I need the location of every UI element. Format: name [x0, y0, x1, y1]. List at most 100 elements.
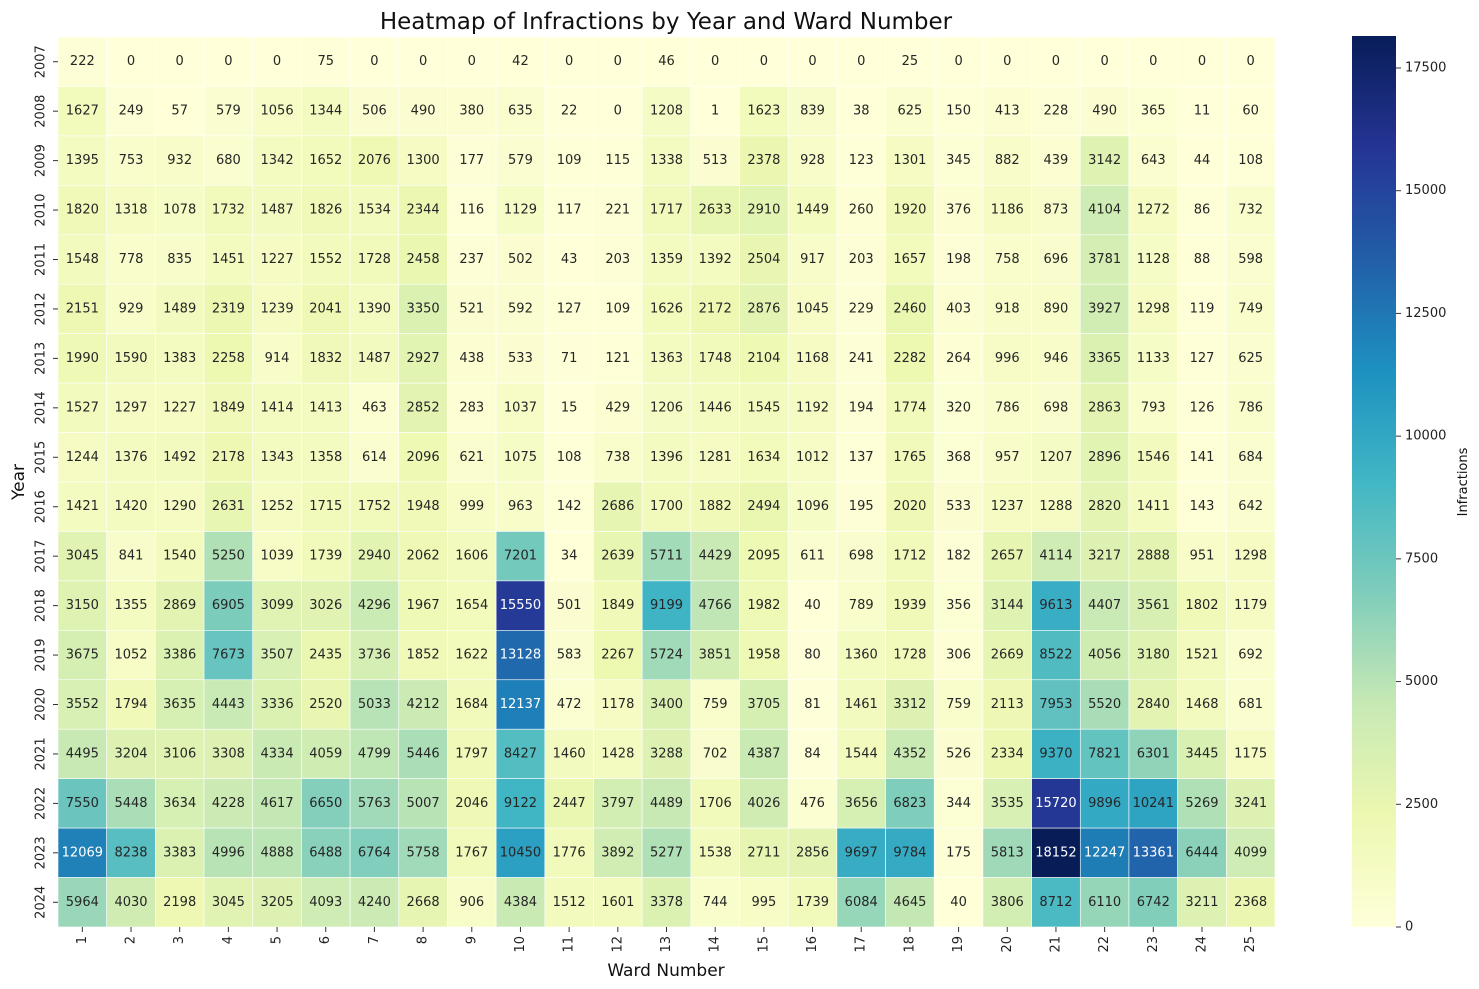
cell-value-label: 1272	[1137, 203, 1170, 218]
heatmap-cell	[349, 481, 400, 532]
cell-value-label: 1461	[845, 697, 878, 712]
cell-value-label: 84	[804, 746, 821, 761]
heatmap-cell	[885, 827, 935, 878]
heatmap-cell	[544, 333, 594, 384]
cell-value-label: 1395	[66, 153, 99, 168]
heatmap-cell	[641, 86, 692, 137]
heatmap-cell	[933, 630, 984, 681]
colorbar: 0 2500 5000 7500 10000 12500 15000 17500 Infract…	[1352, 36, 1471, 935]
cell-value-label: 9122	[504, 796, 537, 811]
cell-value-label: 4495	[66, 746, 99, 761]
cell-value-label: 439	[1044, 153, 1069, 168]
cell-value-label: 1376	[114, 450, 147, 465]
cell-value-label: 929	[119, 301, 144, 316]
heatmap-cell	[739, 580, 789, 631]
heatmap-cell	[155, 679, 205, 730]
heatmap-cell	[1079, 234, 1130, 285]
heatmap-cell	[398, 234, 448, 285]
heatmap-cell	[57, 36, 107, 87]
cell-value-label: 345	[946, 153, 971, 168]
cell-value-label: 5033	[358, 697, 391, 712]
cell-value-label: 1540	[163, 549, 196, 564]
heatmap-cell	[690, 432, 740, 483]
heatmap-cell	[106, 36, 156, 87]
cell-value-label: 1990	[66, 351, 99, 366]
cell-value-label: 1622	[455, 648, 488, 663]
heatmap-cell	[836, 135, 886, 186]
cell-value-label: 3445	[1185, 746, 1218, 761]
cell-value-label: 2378	[747, 153, 780, 168]
cell-value-label: 4384	[504, 895, 537, 910]
heatmap-cell	[349, 580, 400, 631]
x-tick-label: 1	[75, 936, 90, 944]
cell-value-label: 3288	[650, 746, 683, 761]
cell-value-label: 3106	[163, 746, 196, 761]
heatmap-cell	[203, 333, 254, 384]
heatmap-cell	[301, 827, 351, 878]
heatmap-cell	[690, 36, 740, 87]
cell-value-label: 3507	[261, 648, 294, 663]
heatmap-cell	[544, 531, 594, 582]
cell-value-label: 1982	[747, 598, 780, 613]
heatmap-cell	[982, 135, 1032, 186]
heatmap-cell	[301, 382, 351, 433]
cell-value-label: 0	[614, 54, 622, 69]
heatmap-cell	[301, 135, 351, 186]
cell-value-label: 758	[995, 252, 1020, 267]
heatmap-cell	[57, 877, 107, 928]
cell-value-label: 9784	[893, 845, 926, 860]
cell-value-label: 1700	[650, 499, 683, 514]
cell-value-label: 380	[459, 104, 484, 119]
cell-value-label: 2686	[601, 499, 634, 514]
heatmap-cell	[252, 481, 302, 532]
heatmap-cell	[1079, 135, 1130, 186]
heatmap-cell	[1128, 86, 1178, 137]
heatmap-cell	[57, 135, 107, 186]
heatmap-cell	[106, 86, 156, 137]
heatmap-cell	[349, 728, 400, 779]
cell-value-label: 15720	[1035, 796, 1076, 811]
cell-value-label: 906	[459, 895, 484, 910]
heatmap-cell	[641, 234, 692, 285]
heatmap-cell	[447, 630, 497, 681]
heatmap-cell	[982, 36, 1032, 87]
cell-value-label: 738	[605, 450, 630, 465]
heatmap-cell	[933, 185, 984, 236]
cell-value-label: 3205	[261, 895, 294, 910]
cell-value-label: 2940	[358, 549, 391, 564]
heatmap-cell	[787, 679, 838, 730]
cell-value-label: 996	[995, 351, 1020, 366]
cell-value-label: 4645	[893, 895, 926, 910]
heatmap-cell	[301, 580, 351, 631]
heatmap-cell	[544, 86, 594, 137]
cell-value-label: 3892	[601, 845, 634, 860]
cell-value-label: 222	[70, 54, 95, 69]
heatmap-cell	[203, 827, 254, 878]
cell-value-label: 88	[1194, 252, 1211, 267]
heatmap-cell	[1128, 234, 1178, 285]
x-tick-label: 6	[318, 936, 333, 944]
cell-value-label: 521	[459, 301, 484, 316]
cell-value-label: 356	[946, 598, 971, 613]
x-tick-label: 21	[1048, 936, 1063, 953]
heatmap-cell	[349, 827, 400, 878]
cell-value-label: 127	[557, 301, 582, 316]
cell-value-label: 702	[703, 746, 728, 761]
heatmap-cell	[933, 877, 984, 928]
cell-value-label: 5763	[358, 796, 391, 811]
heatmap-cell	[106, 185, 156, 236]
heatmap-cell	[1031, 877, 1081, 928]
cell-value-label: 7550	[66, 796, 99, 811]
heatmap-cell	[57, 283, 107, 334]
heatmap-cell	[1226, 36, 1276, 87]
cell-value-label: 44	[1194, 153, 1211, 168]
cell-value-label: 1451	[212, 252, 245, 267]
cell-value-label: 5520	[1088, 697, 1121, 712]
cell-value-label: 15550	[500, 598, 541, 613]
cell-value-label: 1359	[650, 252, 683, 267]
heatmap-cell	[252, 135, 302, 186]
heatmap-cell	[1079, 580, 1130, 631]
heatmap-cell	[593, 185, 643, 236]
cell-value-label: 4212	[407, 697, 440, 712]
